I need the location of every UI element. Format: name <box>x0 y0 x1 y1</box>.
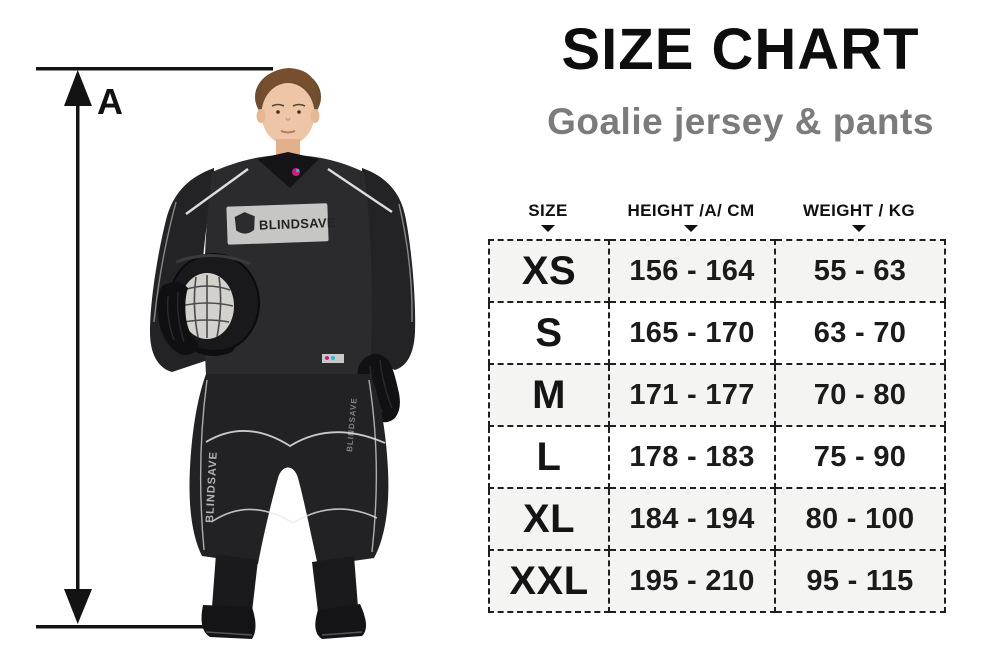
weight-cell: 55 - 63 <box>774 239 946 303</box>
table-row: S 165 - 170 63 - 70 <box>488 301 946 365</box>
column-header-size: SIZE <box>488 201 608 232</box>
page-title: SIZE CHART <box>561 17 920 82</box>
blindsave-shield-icon <box>234 212 255 234</box>
goalie-head <box>255 68 321 156</box>
goalie-figure-area: A <box>0 0 470 672</box>
height-cell: 184 - 194 <box>608 487 776 551</box>
goalie-photo: BLINDSAVE <box>150 68 416 639</box>
table-row: XS 156 - 164 55 - 63 <box>488 239 946 303</box>
measure-arrow-shaft <box>76 96 80 596</box>
column-header-weight: WEIGHT / KG <box>774 201 944 232</box>
column-header-weight-label: WEIGHT / KG <box>802 201 916 220</box>
weight-cell: 63 - 70 <box>774 301 946 365</box>
table-row: XXL 195 - 210 95 - 115 <box>488 549 946 613</box>
title-block: SIZE CHART Goalie jersey & pants <box>488 17 993 142</box>
size-table: XS 156 - 164 55 - 63 S 165 - 170 63 - 70… <box>488 239 946 613</box>
jersey-brand-text: BLINDSAVE <box>259 215 336 233</box>
top-measure-line <box>36 67 273 71</box>
table-row: L 178 - 183 75 - 90 <box>488 425 946 489</box>
arrow-up-icon <box>64 70 92 106</box>
weight-cell: 70 - 80 <box>774 363 946 427</box>
goalie-pants: BLINDSAVE BLINDSAVE <box>189 374 389 566</box>
height-cell: 195 - 210 <box>608 549 776 613</box>
height-measure-lines: A <box>36 67 273 629</box>
goalie-illustration: A <box>36 67 416 639</box>
height-cell: 156 - 164 <box>608 239 776 303</box>
column-header-height-label: HEIGHT /A/ CM <box>627 201 755 220</box>
table-row: XL 184 - 194 80 - 100 <box>488 487 946 551</box>
height-cell: 178 - 183 <box>608 425 776 489</box>
column-header-size-label: SIZE <box>528 201 568 220</box>
blindsave-patch: BLINDSAVE <box>226 203 336 245</box>
jersey-collar <box>257 152 319 188</box>
height-cell: 171 - 177 <box>608 363 776 427</box>
pointer-down-icon <box>684 225 698 232</box>
size-cell: S <box>488 301 610 365</box>
height-cell: 165 - 170 <box>608 301 776 365</box>
arrow-down-icon <box>64 589 92 624</box>
size-cell: L <box>488 425 610 489</box>
pants-brand-text-left: BLINDSAVE <box>204 451 220 523</box>
table-row: M 171 - 177 70 - 80 <box>488 363 946 427</box>
pointer-down-icon <box>541 225 555 232</box>
size-cell: M <box>488 363 610 427</box>
weight-cell: 95 - 115 <box>774 549 946 613</box>
measurement-label: A <box>97 81 123 122</box>
goalie-helmet <box>168 253 260 356</box>
weight-cell: 80 - 100 <box>774 487 946 551</box>
pointer-down-icon <box>852 225 866 232</box>
bottom-measure-line <box>36 625 216 629</box>
size-cell: XS <box>488 239 610 303</box>
table-column-headers: SIZE HEIGHT /A/ CM WEIGHT / KG <box>488 201 944 232</box>
goalie-boots <box>201 554 367 639</box>
size-cell: XXL <box>488 549 610 613</box>
column-header-height: HEIGHT /A/ CM <box>608 201 774 232</box>
size-cell: XL <box>488 487 610 551</box>
page-subtitle: Goalie jersey & pants <box>547 100 934 142</box>
weight-cell: 75 - 90 <box>774 425 946 489</box>
